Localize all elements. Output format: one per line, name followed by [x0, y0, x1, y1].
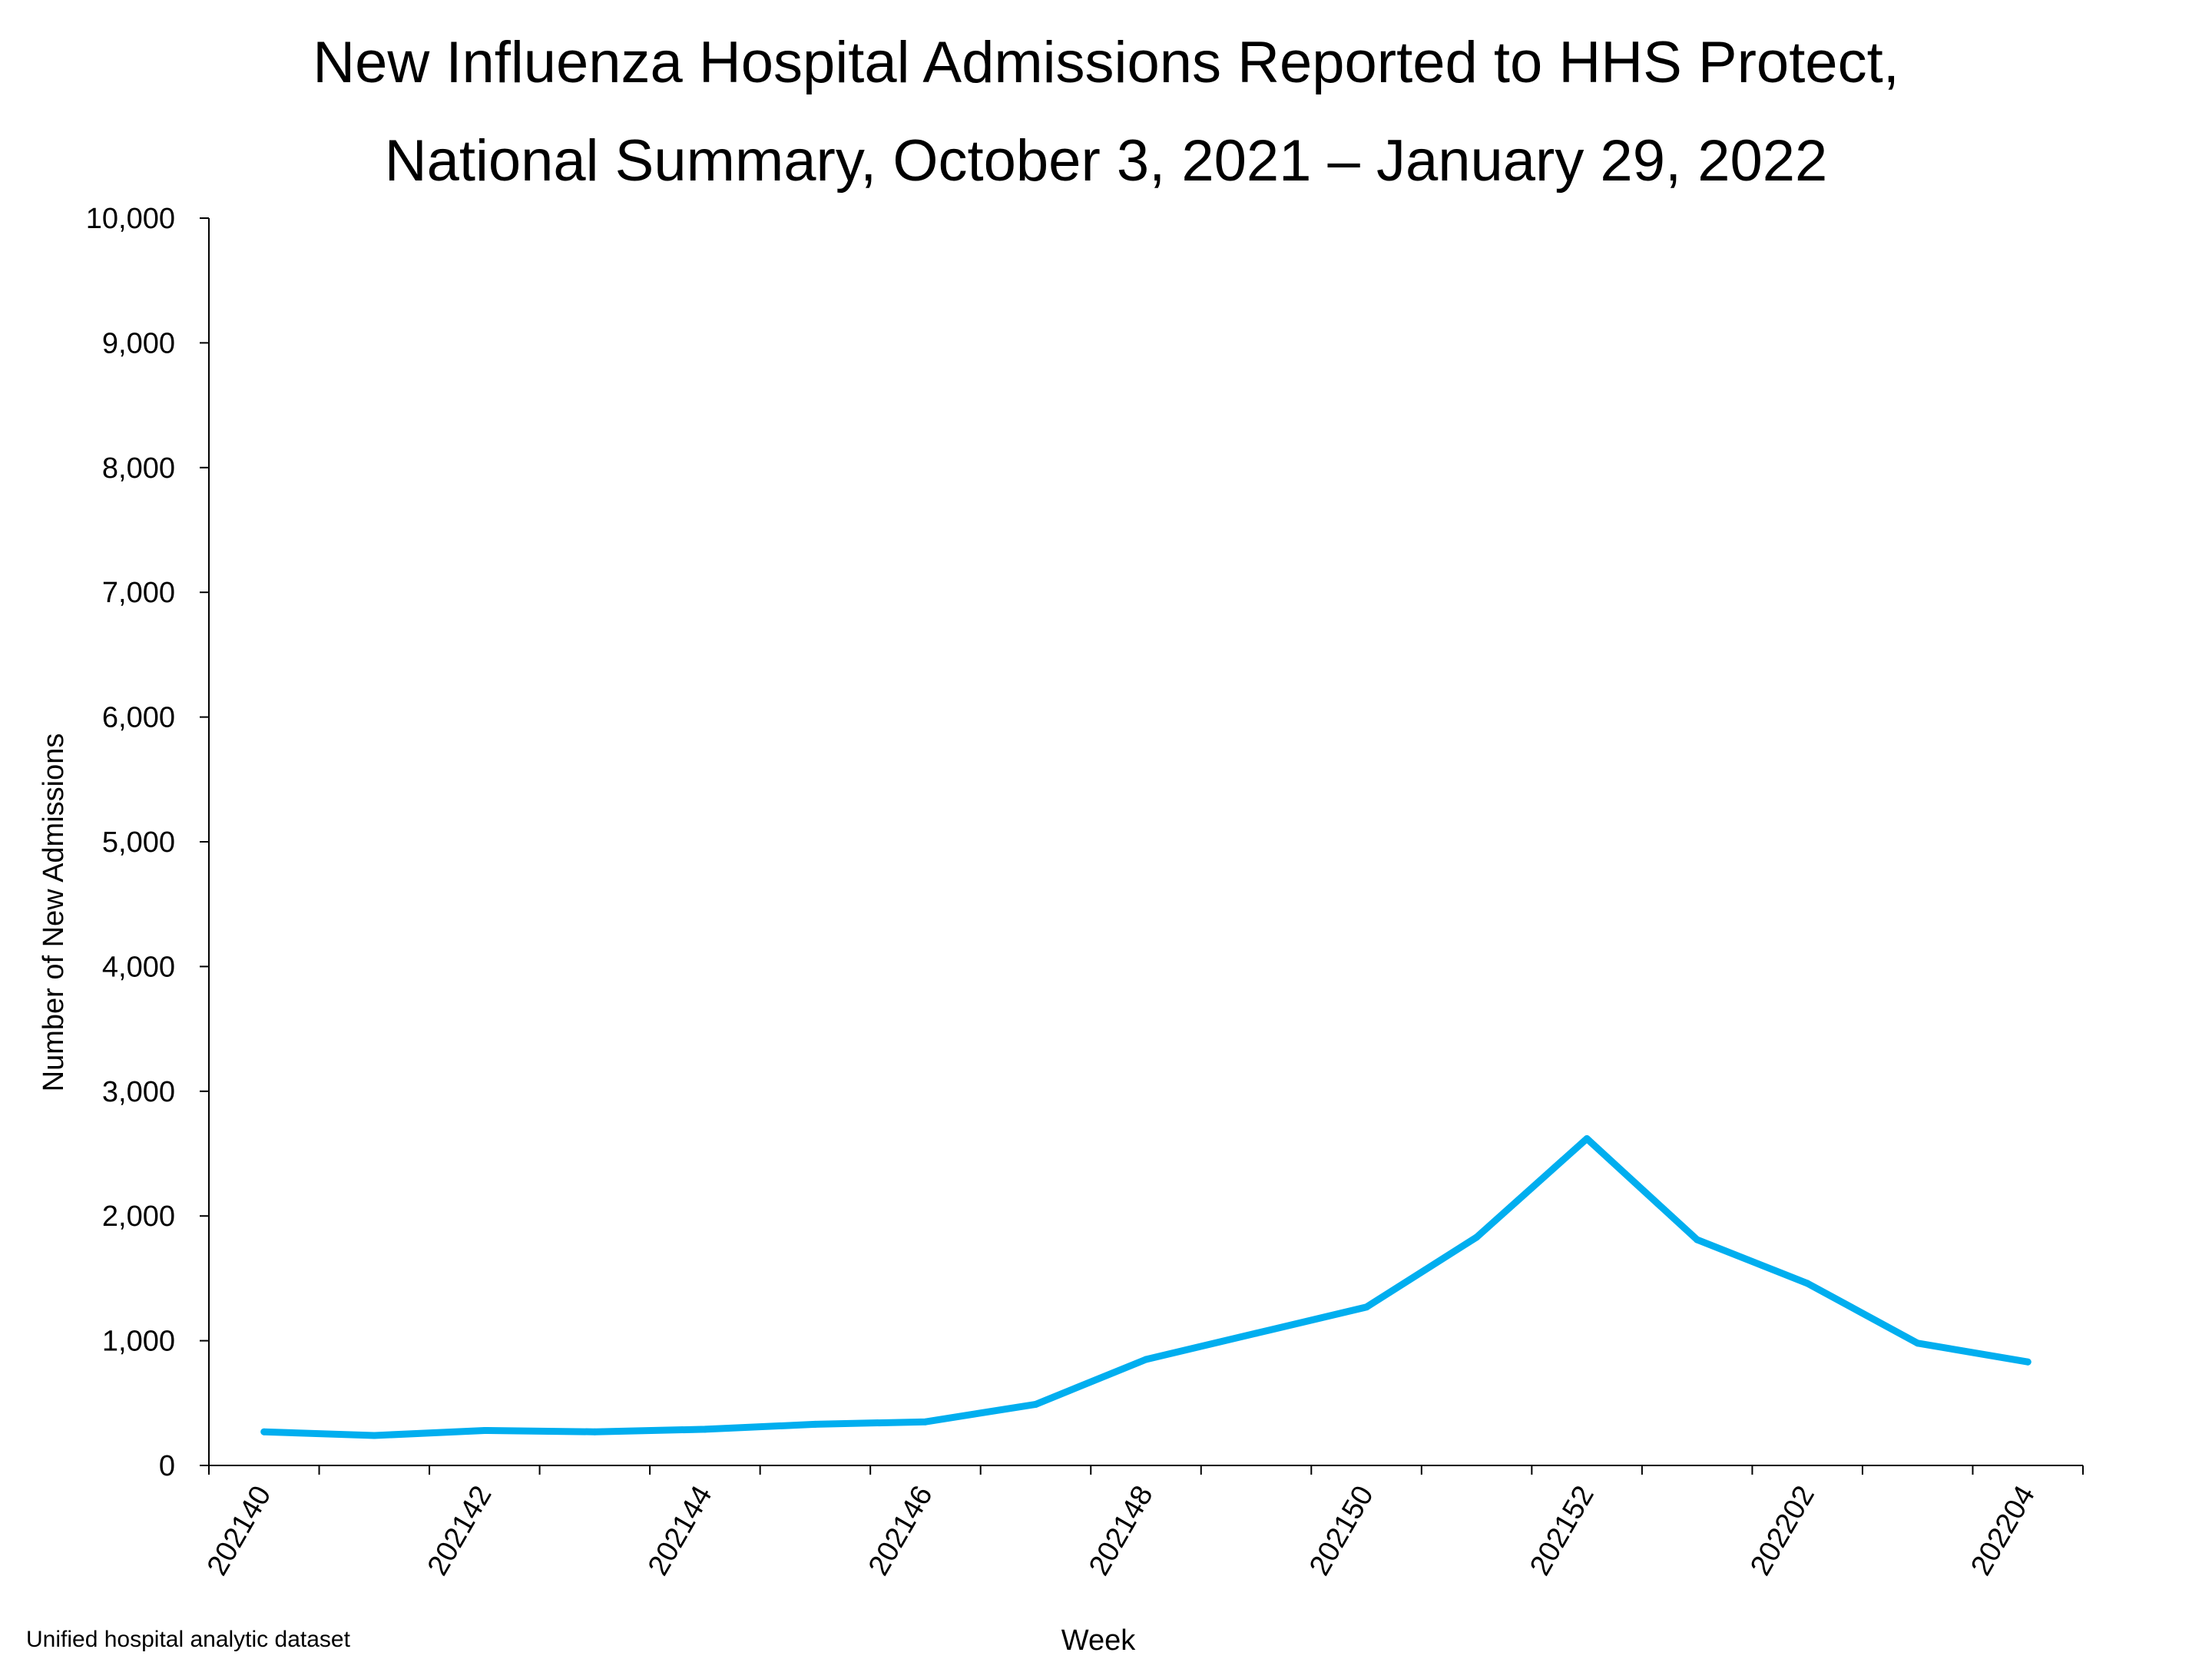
data-point	[701, 1426, 709, 1433]
y-tick-label: 3,000	[102, 1076, 175, 1108]
data-point	[1142, 1356, 1150, 1363]
data-point	[481, 1427, 488, 1434]
x-tick-label: 202202	[1744, 1481, 1821, 1581]
y-axis-label: Number of New Admissions	[38, 733, 70, 1092]
y-tick-label: 5,000	[102, 826, 175, 859]
y-tick-label: 6,000	[102, 702, 175, 734]
y-tick-label: 2,000	[102, 1200, 175, 1233]
y-tick-label: 8,000	[102, 452, 175, 485]
data-point	[922, 1418, 929, 1426]
x-tick-label: 202146	[863, 1481, 939, 1581]
x-tick-label: 202204	[1965, 1481, 2041, 1581]
y-tick-label: 0	[159, 1450, 175, 1482]
y-tick-label: 1,000	[102, 1326, 175, 1358]
chart-title: New Influenza Hospital Admissions Report…	[0, 14, 2212, 210]
chart-title-line-1: New Influenza Hospital Admissions Report…	[313, 30, 1899, 95]
x-tick-label: 202148	[1083, 1481, 1160, 1581]
data-point	[591, 1428, 598, 1435]
y-tick-label: 7,000	[102, 577, 175, 609]
series-line	[260, 1135, 2032, 1439]
data-point	[811, 1420, 819, 1428]
y-tick-label: 10,000	[86, 203, 175, 235]
data-point	[1803, 1280, 1811, 1287]
data-point	[1583, 1135, 1591, 1142]
x-tick-label: 202152	[1524, 1481, 1601, 1581]
chart-title-line-2: National Summary, October 3, 2021 – Janu…	[384, 128, 1828, 194]
data-point	[1253, 1330, 1260, 1337]
source-footnote: Unified hospital analytic dataset	[26, 1627, 350, 1652]
x-tick-label: 202144	[642, 1481, 719, 1581]
data-point	[1473, 1233, 1481, 1241]
data-point	[1363, 1303, 1370, 1311]
data-point	[370, 1432, 378, 1439]
data-point	[1914, 1339, 1922, 1347]
x-tick-label: 202150	[1303, 1481, 1380, 1581]
data-point	[260, 1428, 268, 1435]
y-tick-label: 4,000	[102, 951, 175, 983]
series-layer	[260, 1135, 2032, 1439]
x-axis-ticks: 202140 202142 202144 202146 202148 202150 2021…	[201, 1465, 2084, 1581]
x-axis-label: Week	[1061, 1624, 1136, 1657]
y-axis-ticks: 0 1,000 2,000 3,000 4,000 5,000 6,000 7,000 8,00…	[86, 203, 209, 1482]
data-point	[2024, 1358, 2032, 1366]
x-tick-label: 202140	[201, 1481, 278, 1581]
data-point	[1032, 1400, 1039, 1408]
data-point	[1694, 1236, 1701, 1243]
x-tick-label: 202142	[422, 1481, 498, 1581]
y-tick-label: 9,000	[102, 327, 175, 359]
